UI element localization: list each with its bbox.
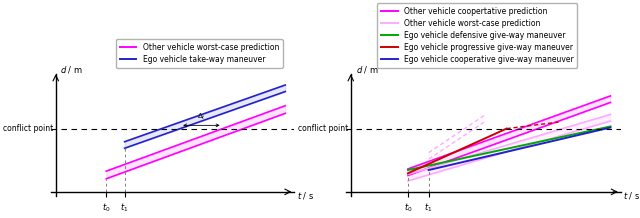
- Text: conflict point: conflict point: [298, 124, 348, 133]
- Text: $d$ / m: $d$ / m: [60, 64, 83, 75]
- Text: $t$ / s: $t$ / s: [297, 190, 314, 201]
- Legend: Other vehicle coopertative prediction, Other vehicle worst-case prediction, Ego : Other vehicle coopertative prediction, O…: [377, 3, 577, 68]
- Text: $t$ / s: $t$ / s: [623, 190, 640, 201]
- Text: conflict point: conflict point: [3, 124, 54, 133]
- Legend: Other vehicle worst-case prediction, Ego vehicle take-way maneuver: Other vehicle worst-case prediction, Ego…: [116, 39, 283, 68]
- Text: $\Delta_t$: $\Delta_t$: [197, 112, 206, 122]
- Text: $d$ / m: $d$ / m: [356, 64, 379, 75]
